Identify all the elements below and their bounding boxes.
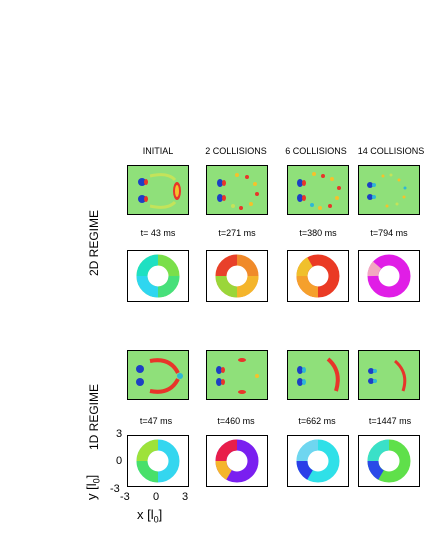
time-label-2d-initial: t= 43 ms	[140, 228, 176, 238]
y-axis-label-sub: 0	[91, 478, 102, 484]
column-header-14-collisions: 14 COLLISIONS	[357, 146, 425, 156]
phase-ring-2d-initial	[127, 250, 189, 302]
time-label-2d-14-collisions: t=794 ms	[370, 228, 408, 238]
y-tick-bottom: -3	[110, 483, 120, 495]
x-axis-label: x [l0]	[137, 507, 162, 525]
x-tick-mid: 0	[153, 491, 160, 503]
time-label-1d-6-collisions: t=662 ms	[298, 416, 336, 426]
density-panel-2d-2-collisions	[206, 165, 268, 215]
phase-ring-2d-14-collisions	[358, 250, 420, 302]
time-label-1d-14-collisions: t=1447 ms	[368, 416, 412, 426]
regime-label-2d: 2D REGIME	[87, 209, 101, 276]
y-axis-label: y [l0]	[84, 475, 102, 500]
time-label-2d-2-collisions: t=271 ms	[218, 228, 256, 238]
y-tick-mid: 0	[116, 455, 123, 467]
x-axis-label-close: ]	[158, 507, 163, 522]
phase-ring-2d-2-collisions	[206, 250, 268, 302]
column-header-6-collisions: 6 COLLISIONS	[285, 146, 347, 156]
x-tick-left: -3	[120, 491, 130, 503]
density-panel-1d-2-collisions	[206, 350, 268, 400]
density-panel-1d-14-collisions	[358, 350, 420, 400]
time-label-2d-6-collisions: t=380 ms	[299, 228, 337, 238]
x-axis-label-sub: 0	[153, 514, 159, 525]
time-label-1d-2-collisions: t=460 ms	[217, 416, 255, 426]
y-tick-top: 3	[116, 428, 123, 440]
phase-ring-1d-6-collisions	[287, 435, 349, 487]
phase-ring-1d-14-collisions	[358, 435, 420, 487]
y-axis-label-close: ]	[84, 474, 99, 479]
density-panel-1d-6-collisions	[287, 350, 349, 400]
regime-label-1d: 1D REGIME	[87, 383, 101, 450]
density-panel-2d-initial	[127, 165, 189, 215]
x-tick-right: 3	[182, 491, 189, 503]
density-panel-1d-initial	[127, 350, 189, 400]
density-panel-2d-14-collisions	[358, 165, 420, 215]
time-label-1d-initial: t=47 ms	[139, 416, 173, 426]
y-axis-label-text: y [l	[84, 483, 99, 500]
phase-ring-1d-initial	[127, 435, 189, 487]
phase-ring-2d-6-collisions	[287, 250, 349, 302]
x-axis-label-text: x [l	[137, 507, 154, 522]
column-header-2-collisions: 2 COLLISIONS	[205, 146, 267, 156]
phase-ring-1d-2-collisions	[206, 435, 268, 487]
column-header-initial: INITIAL	[142, 146, 174, 156]
density-panel-2d-6-collisions	[287, 165, 349, 215]
